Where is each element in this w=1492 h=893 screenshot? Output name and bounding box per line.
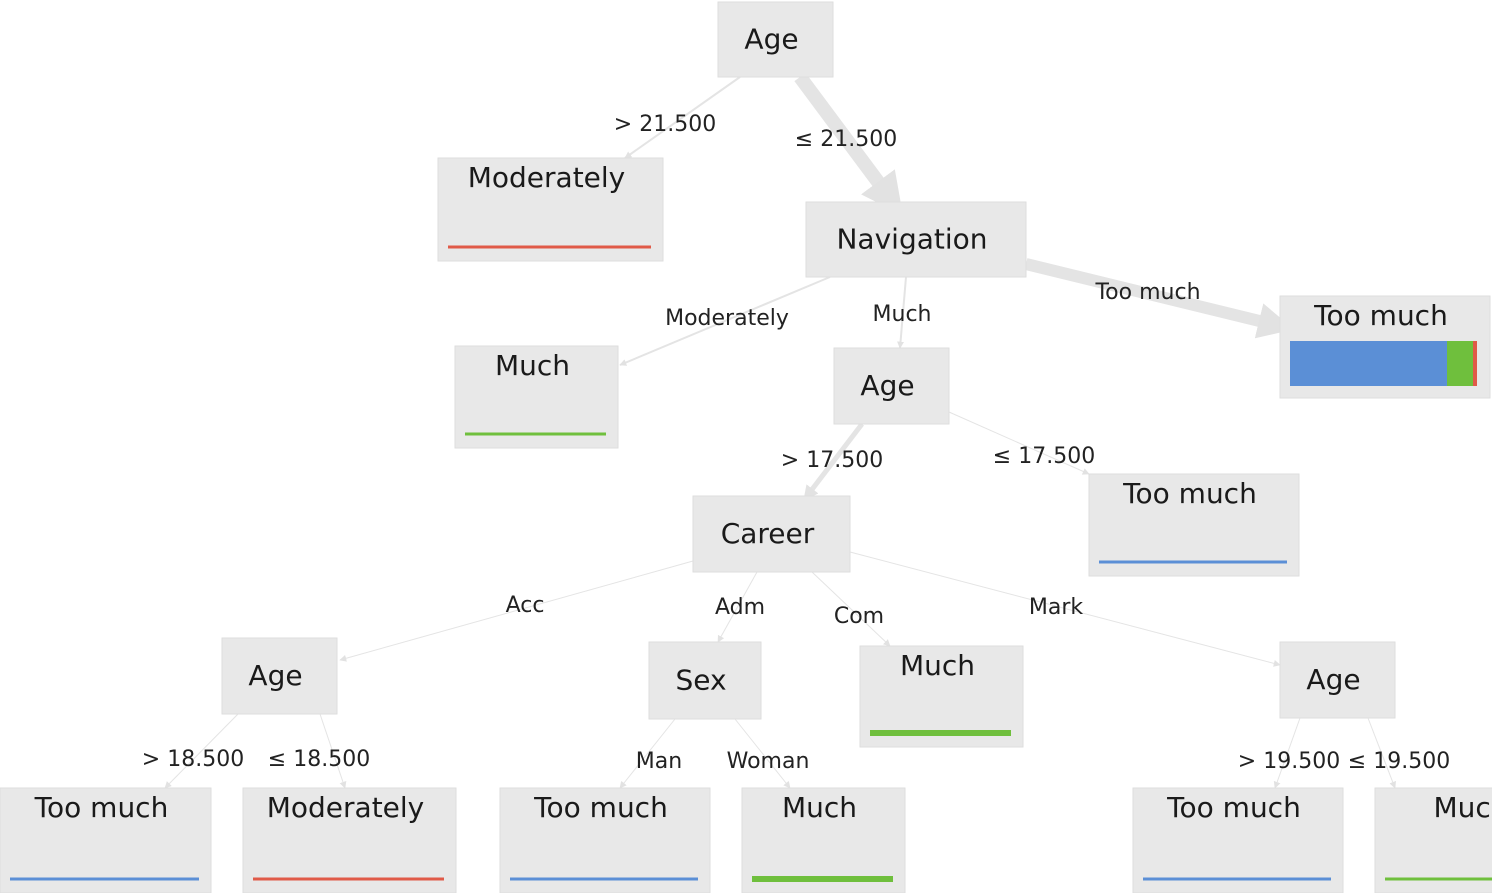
edge-label: Much xyxy=(873,302,932,327)
node-label: Age xyxy=(248,659,302,692)
edge-label: Adm xyxy=(715,595,765,620)
edge xyxy=(319,713,347,789)
node-label: Too much xyxy=(1166,791,1301,824)
node-box xyxy=(717,1,834,78)
node-label: Much xyxy=(782,791,857,824)
edge xyxy=(619,718,676,789)
edge-label: > 17.500 xyxy=(781,448,883,473)
node-label: Age xyxy=(1306,663,1360,696)
node-box xyxy=(1374,787,1492,893)
edge-label: > 18.500 xyxy=(142,747,244,772)
edge-label: ≤ 18.500 xyxy=(268,747,370,772)
edge xyxy=(734,718,791,789)
node-label: Too much xyxy=(533,791,668,824)
edge-label: Com xyxy=(834,604,884,629)
edge xyxy=(948,411,1090,475)
edge-label: > 21.500 xyxy=(614,112,716,137)
node-box xyxy=(454,345,619,449)
node-box xyxy=(833,347,950,425)
node-box xyxy=(221,637,338,715)
edge xyxy=(717,571,758,643)
node-box xyxy=(1279,641,1396,719)
node-label: Navigation xyxy=(836,223,987,256)
edge xyxy=(897,276,907,349)
node-label: Age xyxy=(860,369,914,402)
edges xyxy=(164,72,1396,789)
node-box xyxy=(499,787,711,893)
node-label: Career xyxy=(721,517,815,550)
node-label: Sex xyxy=(675,664,726,697)
edge xyxy=(624,76,741,159)
edge-label: ≤ 21.500 xyxy=(795,127,897,152)
edge xyxy=(1024,258,1294,339)
node-box xyxy=(437,157,664,262)
edge-label: Man xyxy=(636,749,682,774)
node-label: Much xyxy=(900,649,975,682)
distribution-bar xyxy=(1290,341,1447,386)
node-box xyxy=(741,787,906,893)
edge-label: ≤ 19.500 xyxy=(1348,749,1450,774)
edge xyxy=(1367,717,1396,789)
node-label: Moderately xyxy=(468,161,626,194)
node-box xyxy=(648,641,762,720)
edge xyxy=(794,72,904,216)
node-label: Moderately xyxy=(267,791,425,824)
edge xyxy=(339,560,694,662)
node-box xyxy=(805,201,1027,278)
node-label: Too much xyxy=(34,791,169,824)
node-box xyxy=(0,787,212,893)
edge xyxy=(164,713,239,789)
edge xyxy=(619,276,831,366)
edge-label: Acc xyxy=(506,593,545,618)
node-box xyxy=(692,495,851,573)
edge xyxy=(1273,717,1301,789)
node-label: Too much xyxy=(1122,477,1257,510)
edge-label: Mark xyxy=(1029,595,1084,620)
node-box xyxy=(1088,473,1300,577)
edge xyxy=(803,422,864,501)
node-label: Too much xyxy=(1313,299,1448,332)
node-box xyxy=(1132,787,1344,893)
distribution-bar xyxy=(1473,341,1477,386)
node-label: Much xyxy=(495,349,570,382)
node-label: Much xyxy=(1433,791,1492,824)
edge xyxy=(849,551,1281,667)
distribution-bar xyxy=(1447,341,1473,386)
edge-label: > 19.500 xyxy=(1238,749,1340,774)
node-box xyxy=(242,787,457,893)
node-label: Age xyxy=(744,23,798,56)
edge-label: Woman xyxy=(727,749,810,774)
edge-label: Moderately xyxy=(665,306,789,331)
edge-labels: > 21.500 ≤ 21.500 Moderately Much Too much > … xyxy=(142,112,1450,774)
edge-label: Too much xyxy=(1094,280,1200,305)
edge xyxy=(811,571,891,647)
edge-label: ≤ 17.500 xyxy=(993,444,1095,469)
